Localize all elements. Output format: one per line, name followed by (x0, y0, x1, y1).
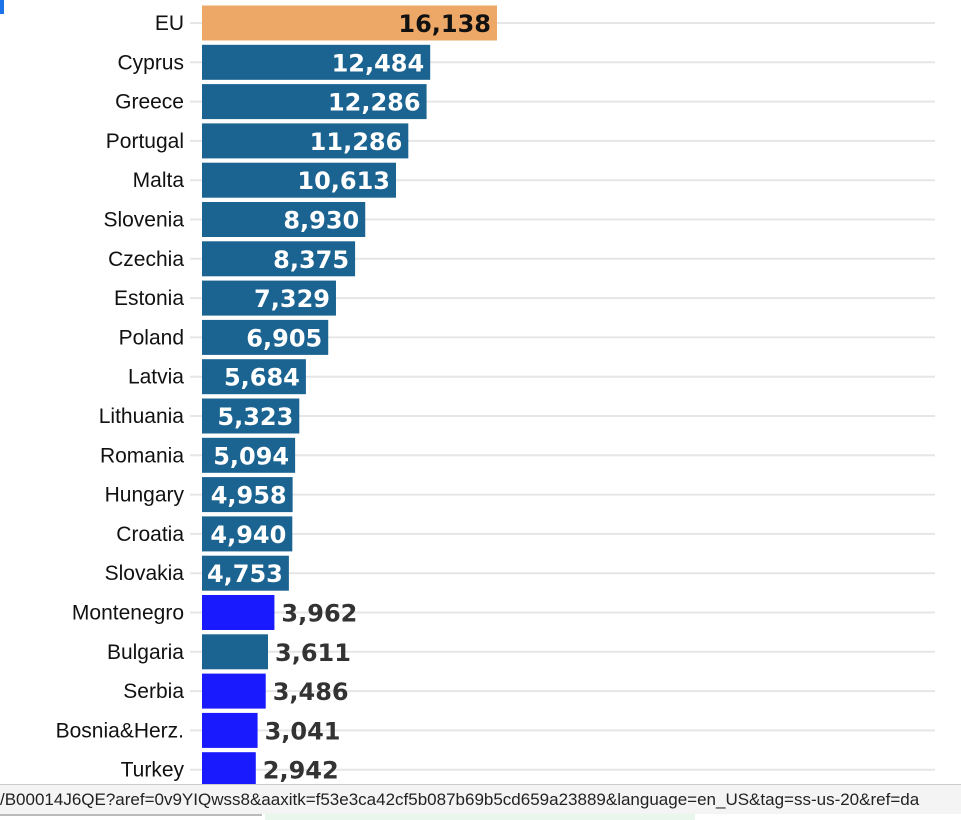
category-label: Estonia (114, 287, 184, 310)
category-label: Greece (115, 91, 184, 114)
bar-greece (202, 84, 427, 120)
category-label: Bosnia&Herz. (56, 719, 184, 742)
value-label: 16,138 (398, 10, 491, 38)
category-label: Romania (100, 444, 184, 467)
bar-lithuania (202, 398, 300, 434)
category-label: Serbia (123, 680, 184, 703)
value-label: 8,930 (283, 207, 359, 235)
bottom-strip (0, 814, 961, 820)
focus-indicator (0, 0, 4, 14)
bar-portugal (202, 123, 409, 159)
value-label: 12,286 (328, 89, 421, 117)
bar-poland (202, 319, 329, 355)
bar-croatia (202, 516, 293, 552)
bar-czechia (202, 241, 356, 277)
value-label: 2,942 (263, 757, 339, 784)
bar-hungary (202, 477, 293, 513)
value-label: 10,613 (297, 167, 390, 195)
bar-slovenia (202, 202, 366, 237)
bar-bulgaria (202, 634, 269, 670)
category-label: EU (155, 12, 184, 35)
category-label: Slovenia (103, 209, 184, 232)
value-label: 4,958 (211, 482, 287, 510)
category-label: Lithuania (99, 405, 185, 428)
bar-serbia (202, 673, 266, 709)
value-label: 3,611 (275, 639, 351, 667)
bar-latvia (202, 359, 306, 395)
category-label: Slovakia (105, 562, 185, 585)
bar-chart: EU 16,138 Cyprus 12,484 Greece 12,286 Portugal… (56, 5, 935, 784)
category-label: Czechia (108, 248, 184, 271)
value-label: 8,375 (273, 246, 349, 274)
category-label: Cyprus (117, 51, 184, 74)
category-label: Turkey (121, 759, 185, 782)
bar-romania (202, 437, 296, 473)
value-label: 11,286 (310, 128, 403, 156)
category-label: Bulgaria (107, 641, 184, 664)
category-label: Poland (119, 326, 184, 349)
bar-estonia (202, 280, 336, 316)
value-label: 4,753 (207, 560, 283, 588)
bar-slovakia (202, 555, 289, 591)
bar-bosniaherz (202, 712, 258, 748)
value-label: 5,323 (217, 403, 293, 431)
value-label: 5,684 (224, 364, 300, 392)
category-label: Montenegro (72, 602, 184, 625)
category-label: Hungary (105, 484, 185, 507)
category-label: Croatia (116, 523, 184, 546)
value-label: 12,484 (332, 49, 425, 77)
bar-malta (202, 162, 397, 198)
value-label: 6,905 (246, 324, 322, 352)
bar-cyprus (202, 44, 431, 80)
value-label: 3,486 (273, 678, 349, 706)
value-label: 5,094 (213, 442, 289, 470)
bar-montenegro (202, 595, 275, 630)
bar-turkey (202, 752, 256, 784)
value-label: 3,041 (265, 717, 341, 745)
category-label: Latvia (128, 366, 184, 389)
bar-eu (202, 5, 497, 41)
category-label: Portugal (106, 130, 184, 153)
value-label: 3,962 (281, 600, 357, 628)
category-label: Malta (133, 169, 185, 192)
value-label: 4,940 (210, 521, 286, 549)
value-label: 7,329 (254, 285, 330, 313)
status-bar-url: /B00014J6QE?aref=0v9YIQwss8&aaxitk=f53e3… (0, 784, 961, 815)
